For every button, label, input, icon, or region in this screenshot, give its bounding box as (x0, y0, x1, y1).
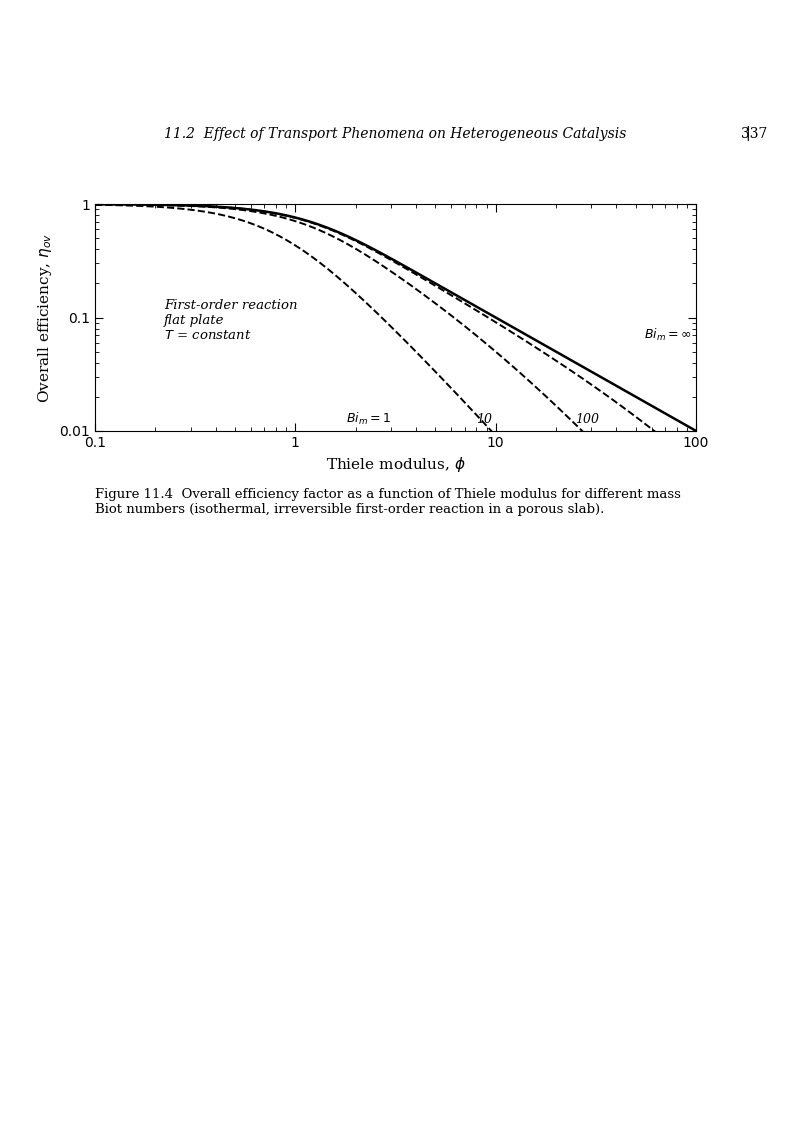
Text: 100: 100 (575, 413, 600, 425)
Text: $Bi_m = \infty$: $Bi_m = \infty$ (644, 327, 691, 342)
Text: 11.2  Effect of Transport Phenomena on Heterogeneous Catalysis: 11.2 Effect of Transport Phenomena on He… (165, 127, 626, 141)
X-axis label: Thiele modulus, $\phi$: Thiele modulus, $\phi$ (326, 456, 465, 474)
Text: Figure 11.4  Overall efficiency factor as a function of Thiele modulus for diffe: Figure 11.4 Overall efficiency factor as… (95, 488, 681, 516)
Text: |: | (745, 126, 750, 141)
Y-axis label: Overall efficiency, $\eta_{ov}$: Overall efficiency, $\eta_{ov}$ (36, 232, 54, 403)
Text: First-order reaction
flat plate
$T$ = constant: First-order reaction flat plate $T$ = co… (164, 299, 297, 342)
Text: 10: 10 (476, 413, 492, 425)
Text: 337: 337 (741, 127, 767, 141)
Text: $Bi_m = 1$: $Bi_m = 1$ (346, 411, 392, 426)
